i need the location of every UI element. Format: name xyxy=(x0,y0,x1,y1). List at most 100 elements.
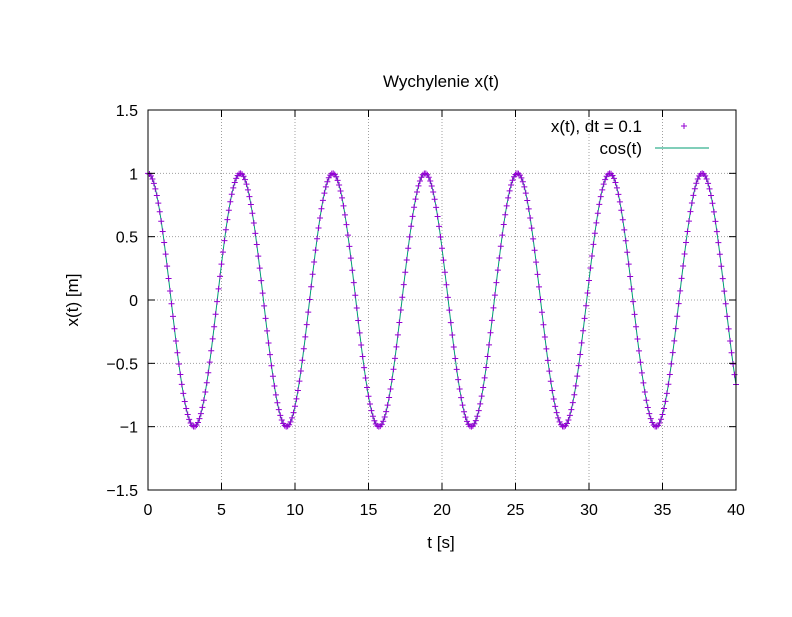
x-tick-label: 40 xyxy=(727,502,745,519)
data-point xyxy=(256,265,263,272)
data-point xyxy=(622,237,629,244)
data-point xyxy=(249,210,256,217)
data-point xyxy=(361,364,368,371)
data-point xyxy=(278,417,285,424)
data-point xyxy=(647,415,654,422)
data-point xyxy=(471,420,478,427)
data-point xyxy=(197,410,204,417)
data-point xyxy=(660,405,667,412)
data-point xyxy=(616,198,623,205)
data-point xyxy=(452,355,459,362)
data-point xyxy=(556,418,563,425)
data-point xyxy=(147,172,154,179)
data-point xyxy=(381,414,388,421)
data-point xyxy=(242,176,249,183)
data-point xyxy=(709,200,716,207)
data-point xyxy=(546,368,553,375)
data-point xyxy=(222,226,229,233)
data-point xyxy=(153,192,160,199)
data-point xyxy=(384,402,391,409)
data-point xyxy=(625,261,632,268)
data-point xyxy=(243,181,250,188)
data-point xyxy=(586,277,592,284)
data-point xyxy=(536,283,543,290)
data-point xyxy=(247,201,254,208)
data-point xyxy=(221,237,228,244)
data-point xyxy=(609,172,616,179)
data-point xyxy=(399,294,406,301)
data-point xyxy=(409,213,416,220)
data-point xyxy=(541,334,548,340)
data-point xyxy=(300,345,307,352)
data-point xyxy=(253,241,260,248)
data-point xyxy=(334,177,341,184)
data-point xyxy=(386,394,393,401)
data-point xyxy=(415,182,422,189)
tick-labels-layer: 0 5 10 15 20 25 30 35 40 −1.5 −1 −0.5 0 0.5 1 1.5 xyxy=(106,103,745,519)
data-point xyxy=(403,257,410,264)
data-point xyxy=(267,351,274,358)
data-point xyxy=(349,267,356,274)
data-point xyxy=(638,369,645,376)
data-point xyxy=(355,317,362,324)
data-point xyxy=(380,418,387,425)
data-point xyxy=(688,200,695,207)
data-point xyxy=(200,397,207,404)
data-point xyxy=(299,357,306,364)
data-point xyxy=(631,311,638,318)
data-point xyxy=(365,393,372,400)
data-point xyxy=(353,304,360,311)
data-point xyxy=(324,178,331,185)
data-point xyxy=(218,261,225,268)
data-point xyxy=(506,187,513,194)
data-point xyxy=(341,211,348,218)
data-point xyxy=(550,395,557,402)
data-point xyxy=(206,359,213,366)
data-point xyxy=(340,202,347,209)
data-point xyxy=(155,200,162,207)
data-point xyxy=(259,290,266,297)
data-point xyxy=(715,239,722,246)
data-point xyxy=(269,373,276,380)
data-point xyxy=(230,184,237,191)
data-point xyxy=(250,219,257,226)
data-point xyxy=(500,221,507,228)
data-point xyxy=(728,349,735,356)
data-point xyxy=(483,364,490,371)
data-point xyxy=(481,374,488,381)
data-point xyxy=(406,233,413,240)
data-point xyxy=(408,223,415,230)
data-point xyxy=(725,325,732,332)
data-point xyxy=(214,298,221,305)
data-point xyxy=(531,247,538,254)
data-point xyxy=(418,174,425,181)
data-point xyxy=(610,175,617,182)
data-point xyxy=(358,341,365,348)
data-point xyxy=(169,313,176,320)
x-tick-label: 15 xyxy=(360,502,378,519)
data-point xyxy=(237,170,244,177)
data-point xyxy=(633,323,640,330)
data-point xyxy=(462,414,469,421)
data-point xyxy=(437,234,444,241)
data-point xyxy=(690,192,697,199)
data-point xyxy=(416,177,423,184)
data-point xyxy=(710,208,717,215)
y-tick-label: 0 xyxy=(129,293,138,310)
data-point xyxy=(350,279,357,286)
data-point xyxy=(624,249,631,256)
data-point xyxy=(199,404,206,411)
data-point xyxy=(533,259,540,266)
y-tick-label: 1.5 xyxy=(116,103,138,120)
data-point xyxy=(231,179,238,186)
data-point xyxy=(671,337,678,344)
data-point xyxy=(716,251,723,258)
data-point xyxy=(337,187,344,194)
data-point xyxy=(658,416,665,423)
data-point xyxy=(274,399,281,406)
data-point xyxy=(575,362,582,369)
data-point xyxy=(544,357,551,364)
data-point xyxy=(461,408,468,415)
data-point xyxy=(293,395,300,402)
